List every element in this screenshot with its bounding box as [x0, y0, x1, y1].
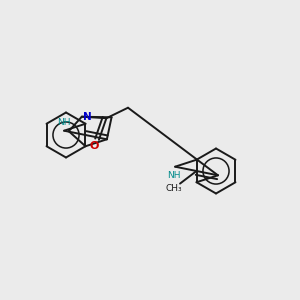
Text: NH: NH	[57, 118, 71, 127]
Text: CH₃: CH₃	[166, 184, 182, 193]
Text: O: O	[90, 141, 99, 151]
Text: N: N	[83, 112, 92, 122]
Text: NH: NH	[167, 171, 180, 180]
